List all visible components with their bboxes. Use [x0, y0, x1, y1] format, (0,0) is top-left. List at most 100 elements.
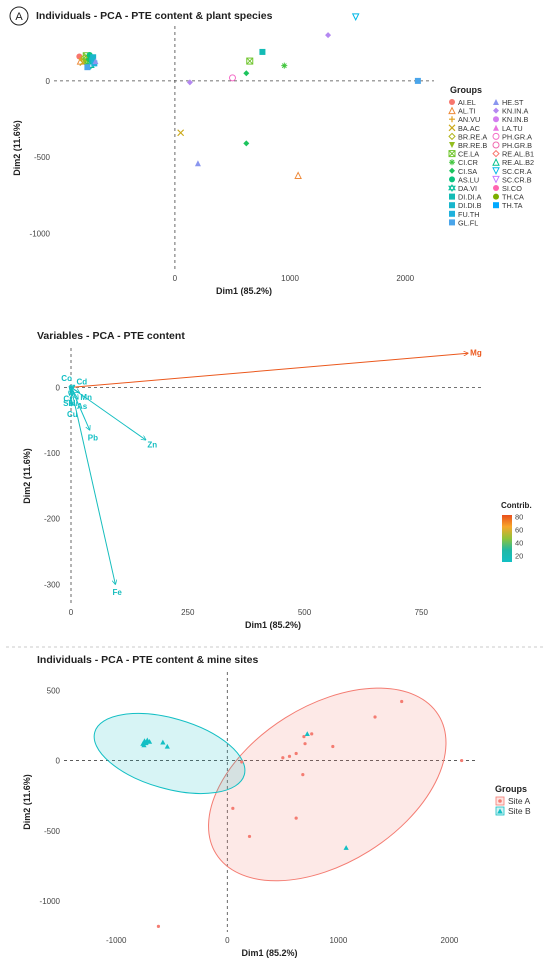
vector-label: Pb: [88, 433, 98, 442]
legend-label: AL.TI: [458, 107, 475, 116]
legend-key-site-b-tri: [497, 808, 503, 814]
data-point: [414, 77, 421, 84]
data-point-site-a: [240, 760, 244, 764]
data-point: [243, 140, 250, 147]
x-tick-label: 1000: [329, 936, 347, 945]
data-point-site-b: [146, 738, 153, 744]
data-point: [84, 61, 91, 68]
vector-label: Sb: [63, 399, 73, 408]
panel-1: Individuals - PCA - PTE content & plant …: [12, 10, 534, 296]
legend-label: CI.SA: [458, 167, 477, 176]
legend-label: SI.CO: [502, 184, 522, 193]
colorbar-tick-label: 40: [515, 538, 523, 547]
chart-title: Variables - PCA - PTE content: [37, 330, 185, 342]
legend: Groups AI.ELAL.TIAN.VUBA.ACBR.RE.ABR.RE.B…: [448, 85, 534, 227]
data-point: [351, 13, 360, 21]
panel-letter: A: [15, 11, 23, 23]
data-point: [281, 62, 288, 69]
data-point-site-b: [304, 731, 310, 737]
legend-label: GL.FL: [458, 218, 478, 227]
x-tick-label: 500: [298, 608, 312, 617]
y-tick-label: -1000: [30, 229, 51, 238]
legend-label: AN.VU: [458, 115, 480, 124]
x-tick-label: 750: [415, 608, 429, 617]
y-axis-label: Dim2 (11.6%): [22, 774, 32, 830]
legend-label: HE.ST: [502, 98, 524, 107]
vector-label: Mn: [80, 393, 92, 402]
legend-key-box: [448, 150, 456, 158]
legend-key-down: [448, 185, 456, 192]
legend-label: TH.TA: [502, 201, 523, 210]
legend-key: [449, 210, 455, 217]
data-point-site-a: [247, 834, 252, 839]
legend-key: [449, 159, 455, 166]
legend-key: [448, 132, 456, 141]
data-point: [243, 70, 250, 77]
vector-label: Zn: [147, 440, 157, 449]
data-point: [259, 48, 266, 55]
data-point: [177, 129, 185, 137]
legend-key: [492, 141, 500, 149]
data-point: [246, 57, 254, 65]
data-point-site-a: [373, 715, 377, 719]
legend-title: Groups: [495, 784, 527, 794]
data-point-site-a: [287, 754, 292, 758]
panel-letter-badge: A: [9, 6, 29, 26]
legend-label: DA.VI: [458, 184, 477, 193]
legend-label: AI.EL: [458, 98, 476, 107]
legend-key: [449, 167, 455, 174]
legend-label: DI.DI.A: [458, 193, 482, 202]
data-point-box: [246, 57, 254, 65]
data-point-site-b: [160, 739, 166, 745]
legend-key: [448, 150, 456, 158]
legend-key: [493, 193, 499, 200]
legend-label: KN.IN.A: [502, 107, 528, 116]
x-tick-label: 1000: [281, 274, 299, 283]
data-point: [89, 57, 95, 64]
legend-key: [492, 149, 500, 158]
vector-arrow: [70, 353, 468, 388]
y-axis-label: Dim2 (11.6%): [12, 120, 22, 176]
data-point-x: [246, 57, 254, 65]
vector-label: As: [77, 402, 88, 411]
legend-label: DI.DI.B: [458, 201, 482, 210]
data-point-site-a: [303, 742, 307, 746]
data-point: [325, 32, 332, 39]
colorbar-tick-label: 20: [515, 551, 523, 560]
legend-key: [492, 132, 500, 140]
legend-title: Groups: [450, 85, 482, 95]
data-point: [84, 64, 91, 71]
x-axis-label: Dim1 (85.2%): [216, 286, 272, 296]
chart-title: Individuals - PCA - PTE content & mine s…: [37, 654, 258, 666]
legend-label: Site B: [508, 806, 531, 816]
legend-key: [493, 202, 499, 209]
y-tick-label: -500: [34, 153, 51, 162]
data-point-site-a: [310, 732, 314, 736]
legend-key: [449, 176, 455, 183]
data-point-site-a: [301, 772, 305, 777]
vector-label: Cu: [67, 410, 78, 419]
colorbar: [502, 515, 512, 562]
data-point: [90, 54, 97, 61]
data-point-site-b: [343, 845, 349, 850]
legend-key: [493, 107, 499, 114]
data-point-site-a: [460, 758, 464, 763]
x-tick-label: 250: [181, 608, 195, 617]
legend-key: [449, 219, 455, 226]
y-tick-label: -200: [44, 515, 61, 524]
legend-label: CE.LA: [458, 150, 479, 159]
x-tick-label: -1000: [106, 936, 127, 945]
legend-key: [492, 167, 500, 175]
data-point-site-a: [400, 699, 404, 704]
x-tick-label: 2000: [396, 274, 414, 283]
x-axis-label: Dim1 (85.2%): [245, 620, 301, 630]
data-point: [228, 74, 236, 82]
legend-label: LA.TU: [502, 124, 523, 133]
legend-label: BR.RE.B: [458, 141, 487, 150]
legend-key: [449, 99, 455, 105]
legend-key: [492, 158, 500, 166]
legend-key: [492, 175, 500, 184]
x-axis-label: Dim1 (85.2%): [241, 948, 297, 958]
